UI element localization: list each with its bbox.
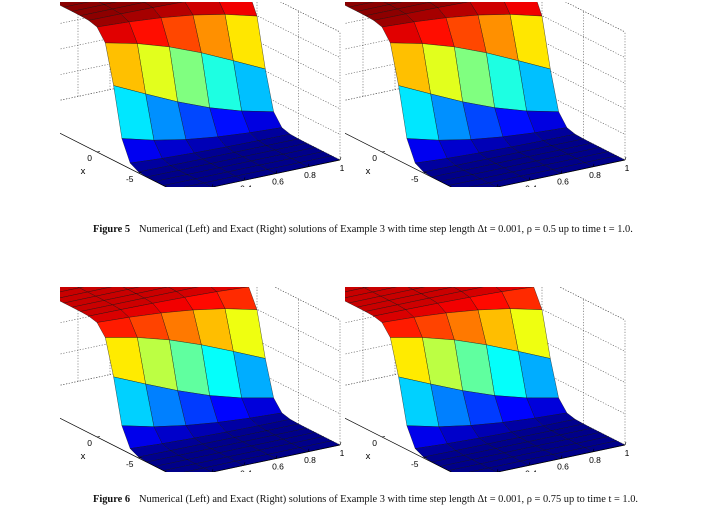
t-tick-mark bbox=[243, 462, 246, 466]
figure6-numerical-plot: 00.20.40.60.800.20.40.60.811050-5-10Nume… bbox=[60, 287, 390, 472]
surface-plot-svg: 00.10.20.30.40.500.20.40.60.811050-5-10E… bbox=[345, 2, 630, 187]
t-tick-mark bbox=[528, 177, 531, 181]
surface-patch bbox=[60, 2, 90, 8]
t-tick-label: 0.8 bbox=[304, 170, 316, 180]
x-tick-label: 0 bbox=[87, 438, 92, 448]
figure6-label: Figure 6 bbox=[93, 494, 131, 505]
figure5-caption: Figure 5 Numerical (Left) and Exact (Righ… bbox=[93, 224, 693, 235]
t-axis-line bbox=[211, 444, 341, 472]
x-tick-mark bbox=[423, 457, 427, 459]
t-tick-label: 0.4 bbox=[240, 183, 252, 187]
x-axis-label: x bbox=[366, 166, 371, 177]
x-tick-mark bbox=[381, 151, 386, 153]
t-tick-label: 0.6 bbox=[272, 177, 284, 187]
t-tick-mark bbox=[624, 156, 627, 161]
t-tick-mark bbox=[528, 462, 531, 466]
x-tick-label: -5 bbox=[411, 174, 419, 184]
t-tick-mark bbox=[339, 156, 342, 161]
x-tick-label: -5 bbox=[126, 459, 134, 469]
t-axis-line bbox=[211, 159, 341, 187]
figure5-exact-plot: 00.10.20.30.40.500.20.40.60.811050-5-10E… bbox=[345, 2, 675, 187]
surface-mesh bbox=[345, 287, 626, 472]
t-tick-mark bbox=[339, 441, 342, 446]
t-tick-mark bbox=[592, 448, 595, 452]
t-tick-label: 0.8 bbox=[304, 455, 316, 465]
x-axis-label: x bbox=[366, 451, 371, 462]
x-tick-label: 0 bbox=[372, 153, 377, 163]
x-tick-mark bbox=[96, 436, 101, 438]
figure6-caption-text: Numerical (Left) and Exact (Right) solut… bbox=[139, 494, 639, 505]
t-tick-mark bbox=[307, 163, 310, 167]
surface-plot-svg: 00.20.40.60.800.20.40.60.811050-5-10Exac… bbox=[345, 287, 630, 472]
x-tick-mark bbox=[423, 172, 427, 174]
x-tick-mark bbox=[381, 436, 386, 438]
t-tick-mark bbox=[275, 455, 278, 459]
t-tick-label: 0.4 bbox=[525, 183, 537, 187]
x-tick-mark bbox=[138, 172, 142, 174]
t-tick-mark bbox=[211, 184, 214, 187]
surface-mesh bbox=[60, 287, 341, 472]
x-tick-mark bbox=[96, 151, 101, 153]
t-tick-label: 0.6 bbox=[557, 462, 569, 472]
surface-plot-svg: 00.10.20.30.40.500.20.40.60.811050-5-10N… bbox=[60, 2, 345, 187]
t-axis-line bbox=[496, 444, 626, 472]
figure5-caption-text: Numerical (Left) and Exact (Right) solut… bbox=[139, 224, 633, 235]
x-tick-label: -5 bbox=[126, 174, 134, 184]
t-tick-mark bbox=[275, 170, 278, 174]
x-axis-label: x bbox=[81, 451, 86, 462]
t-tick-label: 0.4 bbox=[240, 468, 252, 472]
surface-mesh bbox=[60, 2, 341, 187]
figure5-label: Figure 5 bbox=[93, 224, 131, 235]
surface-plot-svg: 00.20.40.60.800.20.40.60.811050-5-10Nume… bbox=[60, 287, 345, 472]
t-tick-mark bbox=[592, 163, 595, 167]
t-tick-mark bbox=[307, 448, 310, 452]
x-tick-label: 0 bbox=[87, 153, 92, 163]
x-axis-label: x bbox=[81, 166, 86, 177]
surface-patch bbox=[469, 182, 497, 187]
t-tick-mark bbox=[560, 170, 563, 174]
t-tick-label: 0.8 bbox=[589, 455, 601, 465]
figure5-numerical-plot: 00.10.20.30.40.500.20.40.60.811050-5-10N… bbox=[60, 2, 390, 187]
t-tick-mark bbox=[496, 184, 499, 187]
x-tick-mark bbox=[138, 457, 142, 459]
t-tick-label: 1 bbox=[340, 163, 345, 173]
t-tick-label: 0.4 bbox=[525, 468, 537, 472]
t-tick-mark bbox=[624, 441, 627, 446]
t-tick-mark bbox=[211, 469, 214, 472]
t-tick-mark bbox=[243, 177, 246, 181]
x-tick-label: -5 bbox=[411, 459, 419, 469]
t-tick-mark bbox=[560, 455, 563, 459]
t-tick-label: 1 bbox=[340, 448, 345, 458]
figure6-caption: Figure 6 Numerical (Left) and Exact (Righ… bbox=[93, 494, 693, 505]
t-tick-label: 0.6 bbox=[272, 462, 284, 472]
surface-patch bbox=[184, 467, 212, 472]
surface-patch bbox=[345, 2, 375, 8]
t-tick-label: 1 bbox=[625, 163, 630, 173]
t-axis-line bbox=[496, 159, 626, 187]
x-tick-label: 0 bbox=[372, 438, 377, 448]
surface-patch bbox=[184, 182, 212, 187]
surface-mesh bbox=[345, 2, 626, 187]
t-tick-label: 0.6 bbox=[557, 177, 569, 187]
t-tick-label: 1 bbox=[625, 448, 630, 458]
figure6-exact-plot: 00.20.40.60.800.20.40.60.811050-5-10Exac… bbox=[345, 287, 675, 472]
t-tick-mark bbox=[496, 469, 499, 472]
surface-patch bbox=[469, 467, 497, 472]
t-tick-label: 0.8 bbox=[589, 170, 601, 180]
